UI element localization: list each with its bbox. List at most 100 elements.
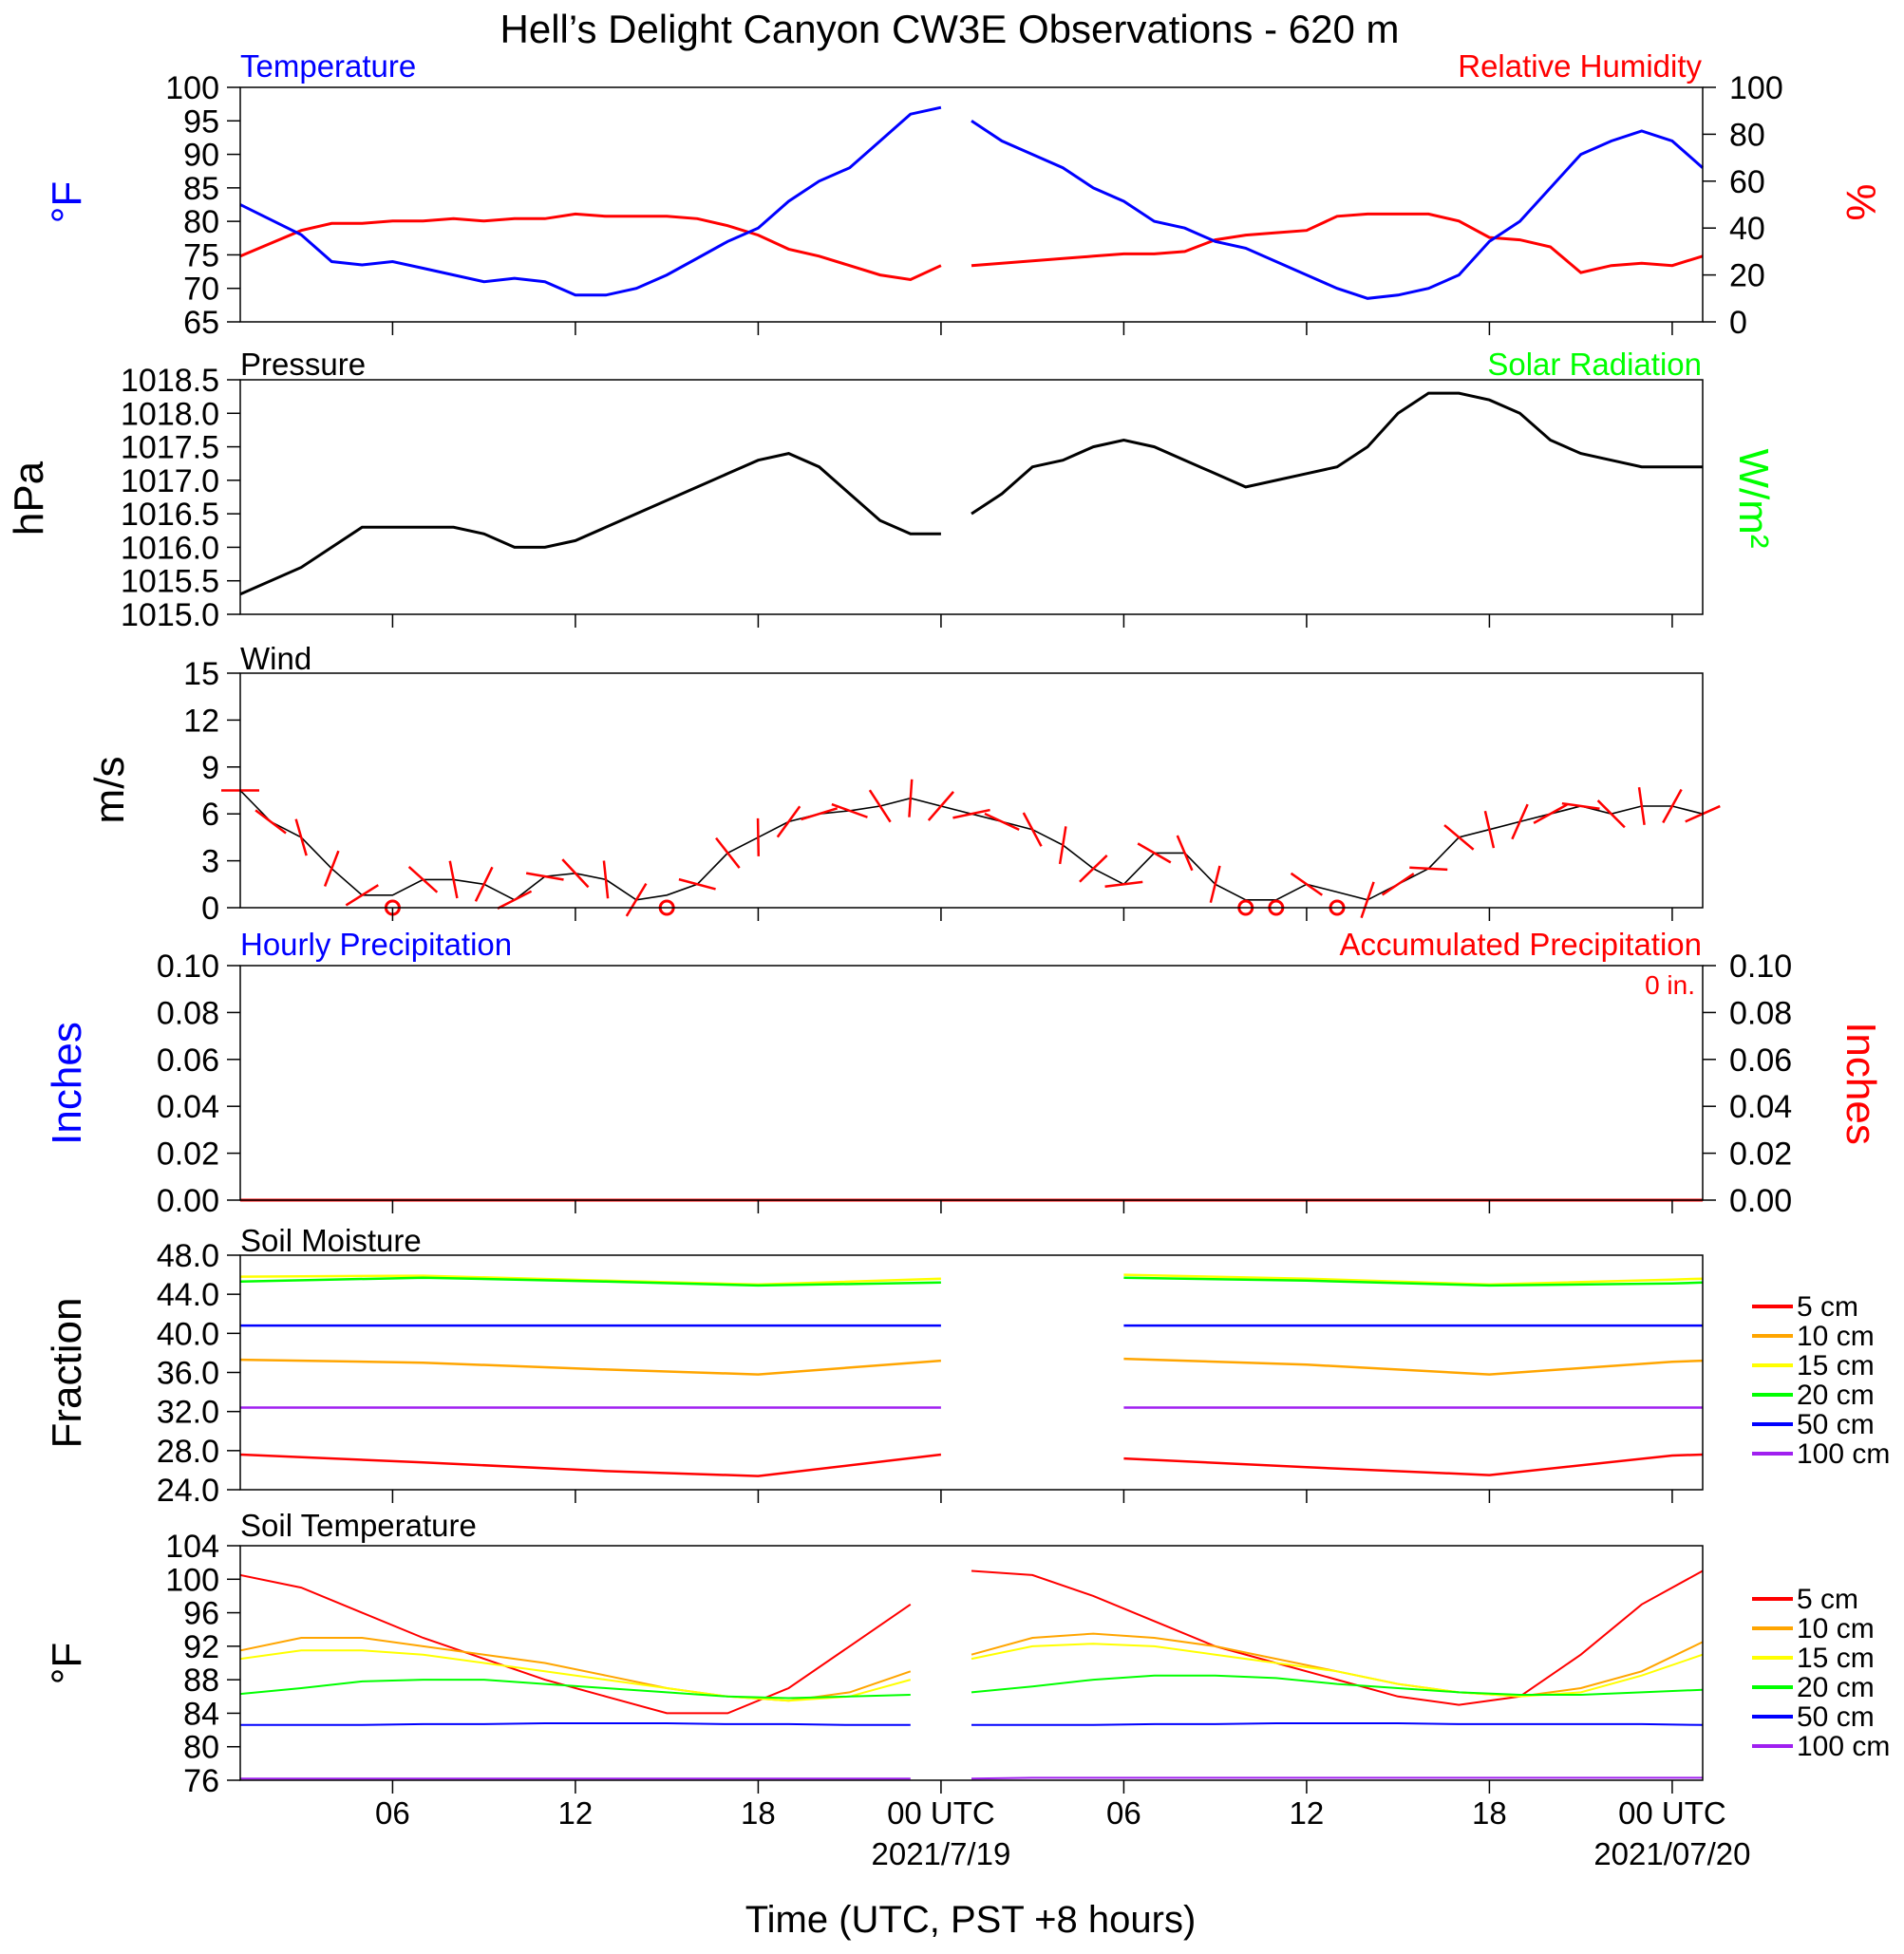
hourly-precip-title: Hourly Precipitation — [240, 927, 512, 962]
wind-barb — [561, 858, 590, 889]
solar-ylabel: W/m² — [1730, 448, 1777, 548]
soil-temperature-title: Soil Temperature — [240, 1508, 477, 1543]
x-tick-label: 18 — [741, 1795, 776, 1831]
y-tick-label: 40 — [1729, 211, 1765, 247]
soil-moisture-series — [239, 1273, 1704, 1477]
pressure-title: Pressure — [240, 347, 366, 382]
wind-barb — [1443, 824, 1475, 851]
wind-barb — [756, 817, 761, 856]
temperature-panel: Temperature Relative Humidity °F % 65707… — [44, 48, 1884, 341]
y-tick-label: 100 — [1729, 70, 1783, 106]
wind-barb — [715, 836, 741, 869]
y-tick-label: 12 — [183, 703, 219, 739]
y-tick-label: 96 — [183, 1596, 219, 1632]
wind-barb — [678, 877, 716, 891]
y-tick-label: 70 — [183, 272, 219, 308]
wind-barb — [525, 872, 564, 881]
y-tick-label: 1016.5 — [121, 497, 219, 533]
pressure-ylabel: hPa — [6, 460, 52, 535]
y-tick-label: 0.06 — [157, 1043, 219, 1079]
y-tick-label: 24.0 — [157, 1473, 219, 1509]
wind-barb — [448, 860, 459, 899]
soil-moisture-line — [239, 1276, 1704, 1287]
precipitation-panel: Hourly Precipitation Accumulated Precipi… — [44, 927, 1884, 1219]
humidity-yticks: 0 20 40 60 80 100 — [1703, 70, 1783, 341]
y-tick-label: 80 — [183, 204, 219, 240]
y-tick-label: 40.0 — [157, 1316, 219, 1352]
y-tick-label: 0 — [201, 891, 219, 927]
x-tick-label: 06 — [375, 1795, 410, 1831]
y-tick-label: 65 — [183, 305, 219, 341]
y-tick-label: 80 — [183, 1730, 219, 1766]
y-tick-label: 85 — [183, 171, 219, 207]
wind-barbs — [221, 779, 1721, 919]
y-tick-label: 76 — [183, 1763, 219, 1799]
figure-title: Hell’s Delight Canyon CW3E Observations … — [500, 7, 1400, 51]
soil-temperature-ylabel: °F — [44, 1643, 90, 1684]
wind-barb — [831, 802, 868, 818]
y-tick-label: 0.04 — [1729, 1089, 1792, 1125]
wind-barb — [602, 860, 610, 899]
wind-barb — [1137, 842, 1172, 864]
wind-barb — [801, 807, 839, 821]
y-tick-label: 100 — [165, 70, 219, 106]
y-tick-label: 104 — [165, 1529, 219, 1565]
legend-label: 15 cm — [1797, 1350, 1875, 1381]
y-tick-label: 9 — [201, 750, 219, 786]
wind-barb — [1058, 826, 1067, 865]
wind-barb — [1209, 865, 1221, 904]
y-tick-label: 1016.0 — [121, 530, 219, 566]
soil-moisture-line — [239, 1357, 1704, 1376]
humidity-line — [239, 212, 1704, 282]
y-tick-label: 75 — [183, 237, 219, 273]
y-tick-label: 44.0 — [157, 1277, 219, 1313]
x-ticks — [391, 322, 1673, 1794]
wind-barb — [984, 812, 1020, 832]
accum-precip-ylabel: Inches — [1838, 1022, 1884, 1145]
pressure-line — [239, 391, 1703, 596]
precipitation-plot-frame — [239, 965, 1704, 1201]
x-tick-label: 12 — [558, 1795, 594, 1831]
legend-label: 10 cm — [1797, 1613, 1875, 1644]
x-tick-label: 06 — [1106, 1795, 1141, 1831]
soil-temperature-line — [240, 1776, 1703, 1780]
wind-barb — [1360, 881, 1375, 919]
y-tick-label: 60 — [1729, 164, 1765, 200]
wind-speed-line — [239, 789, 1704, 901]
humidity-title: Relative Humidity — [1458, 48, 1702, 84]
soil-moisture-plot-frame — [239, 1254, 1704, 1491]
legend-label: 15 cm — [1797, 1643, 1875, 1674]
legend-label: 20 cm — [1797, 1380, 1875, 1411]
y-tick-label: 36.0 — [157, 1356, 219, 1392]
accum-precip-value: 0 in. — [1645, 970, 1695, 1000]
y-tick-label: 88 — [183, 1663, 219, 1699]
wind-barb — [407, 866, 439, 893]
y-tick-label: 32.0 — [157, 1395, 219, 1431]
soil-temperature-line — [239, 1569, 1704, 1715]
temperature-plot-frame — [239, 86, 1704, 323]
wind-barb — [927, 791, 954, 821]
legend-label: 10 cm — [1797, 1321, 1875, 1352]
soil-moisture-panel: Soil Moisture Fraction 24.028.032.036.0 4… — [44, 1223, 1890, 1509]
x-tick-labels: 06 12 18 00 UTC 06 12 18 00 UTC 2021/7/19 2021/07… — [375, 1795, 1750, 1871]
y-tick-label: 100 — [165, 1562, 219, 1598]
wind-barb — [1662, 788, 1683, 824]
soil-temperature-line — [239, 1632, 1704, 1702]
wind-barb — [1409, 866, 1448, 872]
wind-title: Wind — [240, 641, 311, 676]
y-tick-label: 1015.5 — [121, 564, 219, 600]
solar-title: Solar Radiation — [1487, 347, 1702, 382]
legend-label: 50 cm — [1797, 1701, 1875, 1733]
wind-barb — [776, 805, 801, 838]
soil-moisture-title: Soil Moisture — [240, 1223, 422, 1258]
y-tick-label: 0.02 — [1729, 1137, 1792, 1173]
x-tick-label: 00 UTC — [1618, 1795, 1726, 1831]
wind-barb — [497, 890, 533, 910]
hourly-precip-ylabel: Inches — [44, 1022, 90, 1145]
y-tick-label: 0.02 — [157, 1137, 219, 1173]
legend-label: 5 cm — [1797, 1584, 1858, 1615]
pressure-yticks: 1015.01015.51016.01016.51017.01017.51018… — [121, 363, 240, 633]
